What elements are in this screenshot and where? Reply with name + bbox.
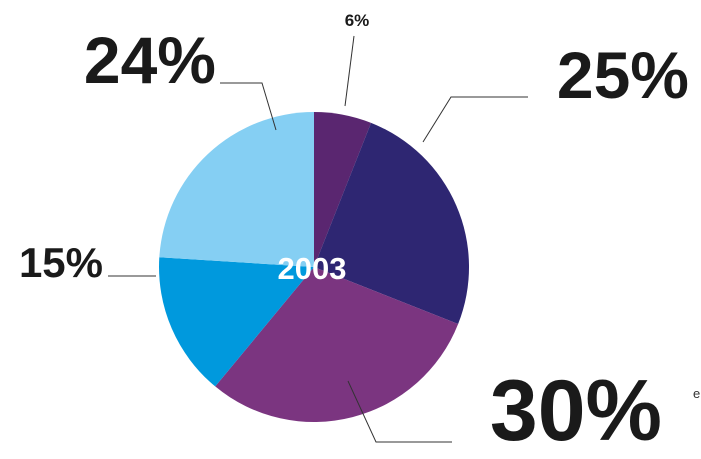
pie-slice-25: [314, 122, 470, 325]
pie-slice-30: [215, 267, 459, 423]
slice-label-24: 24%: [84, 23, 216, 97]
pie-slice-15: [159, 257, 314, 387]
leader-lines: [108, 35, 528, 443]
leader-line-30: [347, 380, 452, 443]
pie-slices: [159, 111, 470, 423]
center-year-label: 2003: [278, 251, 347, 286]
slice-labels: 6% 25% 30% 15% 24%: [19, 11, 689, 459]
slice-label-6: 6%: [345, 11, 370, 30]
edge-text-fragment: e: [693, 386, 700, 401]
leader-line-6: [344, 35, 355, 107]
slice-label-25: 25%: [557, 38, 689, 112]
leader-line-25: [422, 96, 528, 143]
pie-slice-6: [314, 111, 372, 267]
slice-label-15: 15%: [19, 239, 103, 286]
slice-label-30: 30%: [490, 363, 662, 459]
pie-slice-24: [159, 112, 314, 267]
leader-line-24: [220, 82, 277, 131]
